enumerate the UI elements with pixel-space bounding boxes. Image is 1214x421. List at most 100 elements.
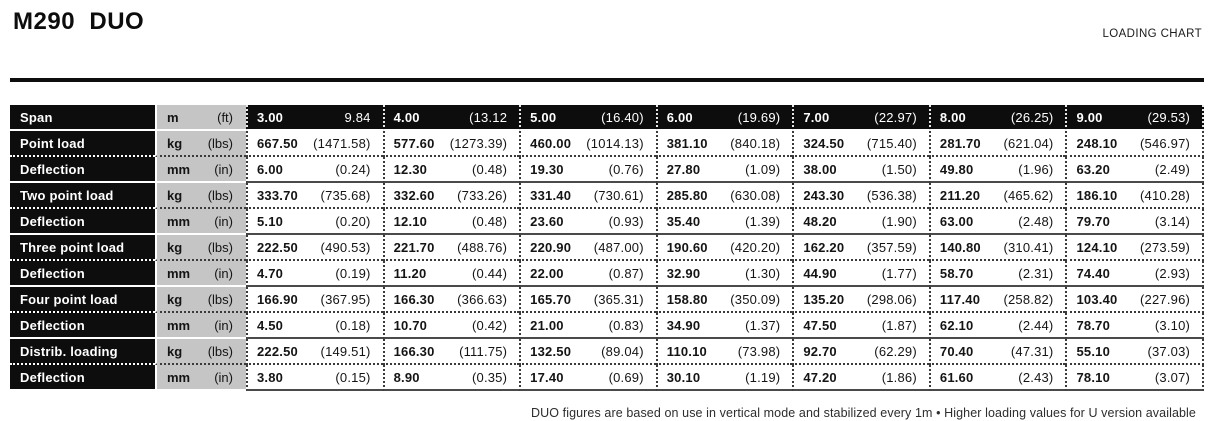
loading-chart-label: LOADING CHART bbox=[1102, 28, 1202, 40]
metric-value: 63.00 bbox=[939, 213, 974, 229]
imperial-value: (37.03) bbox=[1147, 343, 1191, 359]
metric-value: 285.80 bbox=[666, 187, 708, 203]
imperial-value: (1.87) bbox=[881, 317, 917, 333]
value-cell: 78.10 (3.07) bbox=[1065, 365, 1205, 391]
imperial-value: (410.28) bbox=[1140, 187, 1191, 203]
metric-value: 63.20 bbox=[1076, 161, 1111, 177]
row-label: Deflection bbox=[10, 313, 155, 339]
metric-value: 190.60 bbox=[666, 239, 708, 255]
imperial-value: (26.25) bbox=[1010, 109, 1054, 125]
metric-value: 19.30 bbox=[530, 161, 564, 177]
metric-value: 281.70 bbox=[939, 135, 981, 151]
metric-value: 22.00 bbox=[530, 265, 564, 281]
value-cell: 332.60 (733.26) bbox=[382, 183, 520, 209]
units-cell: mm (in) bbox=[155, 209, 246, 235]
metric-value: 4.00 bbox=[393, 109, 420, 125]
header-divider bbox=[10, 78, 1204, 82]
imperial-value: (0.83) bbox=[608, 317, 644, 333]
unit-metric: m bbox=[167, 109, 179, 125]
unit-imperial: (in) bbox=[214, 161, 233, 177]
value-cell: 62.10 (2.44) bbox=[928, 313, 1066, 339]
table-row-deflection: Deflection mm (in) 4.50 (0.18) 10.70 (0.42) 21.… bbox=[10, 313, 1205, 339]
table-row-four-point-load: Four point load kg (lbs) 166.90 (367.95) 166.… bbox=[10, 287, 1205, 313]
table-row-three-point-load: Three point load kg (lbs) 222.50 (490.53) 221… bbox=[10, 235, 1205, 261]
imperial-value: (1.96) bbox=[1018, 161, 1054, 177]
metric-value: 333.70 bbox=[257, 187, 298, 203]
value-cell: 165.70 (365.31) bbox=[519, 287, 656, 313]
metric-value: 21.00 bbox=[530, 317, 564, 333]
value-cell: 117.40 (258.82) bbox=[928, 287, 1066, 313]
value-cell: 21.00 (0.83) bbox=[519, 313, 656, 339]
unit-metric: mm bbox=[167, 213, 191, 229]
value-cell: 5.10 (0.20) bbox=[246, 209, 383, 235]
units-cell: mm (in) bbox=[155, 365, 246, 391]
metric-value: 78.70 bbox=[1076, 317, 1111, 333]
value-cell: 10.70 (0.42) bbox=[382, 313, 520, 339]
imperial-value: (465.62) bbox=[1003, 187, 1054, 203]
value-cell: 61.60 (2.43) bbox=[928, 365, 1066, 391]
row-label: Point load bbox=[10, 131, 155, 157]
imperial-value: (0.24) bbox=[335, 161, 371, 177]
value-cell: 124.10 (273.59) bbox=[1065, 235, 1205, 261]
value-cell: 140.80 (310.41) bbox=[928, 235, 1066, 261]
value-cell: 92.70 (62.29) bbox=[792, 339, 929, 365]
table-row-two-point-load: Two point load kg (lbs) 333.70 (735.68) 332.6… bbox=[10, 183, 1205, 209]
units-cell: m (ft) bbox=[155, 105, 246, 131]
imperial-value: (0.44) bbox=[471, 265, 508, 281]
metric-value: 12.30 bbox=[393, 161, 428, 177]
metric-value: 10.70 bbox=[393, 317, 428, 333]
value-cell: 49.80 (1.96) bbox=[928, 157, 1066, 183]
value-cell: 162.20 (357.59) bbox=[792, 235, 929, 261]
imperial-value: (3.07) bbox=[1154, 369, 1191, 385]
value-cell: 38.00 (1.50) bbox=[792, 157, 929, 183]
metric-value: 34.90 bbox=[666, 317, 701, 333]
page-header: M290 DUO LOADING CHART bbox=[10, 6, 1204, 42]
imperial-value: (3.14) bbox=[1154, 213, 1191, 229]
value-cell: 3.00 9.84 bbox=[246, 105, 383, 131]
metric-value: 135.20 bbox=[803, 291, 845, 307]
unit-imperial: (lbs) bbox=[207, 343, 233, 359]
value-cell: 12.30 (0.48) bbox=[382, 157, 520, 183]
metric-value: 324.50 bbox=[803, 135, 845, 151]
imperial-value: (16.40) bbox=[601, 109, 644, 125]
imperial-value: (0.76) bbox=[608, 161, 644, 177]
metric-value: 47.20 bbox=[803, 369, 837, 385]
imperial-value: (2.44) bbox=[1018, 317, 1054, 333]
units-cell: kg (lbs) bbox=[155, 183, 246, 209]
imperial-value: (488.76) bbox=[457, 239, 508, 255]
value-cell: 32.90 (1.30) bbox=[655, 261, 793, 287]
imperial-value: (0.19) bbox=[335, 265, 371, 281]
metric-value: 27.80 bbox=[666, 161, 701, 177]
metric-value: 4.50 bbox=[257, 317, 284, 333]
value-cell: 158.80 (350.09) bbox=[655, 287, 793, 313]
unit-imperial: (ft) bbox=[217, 109, 233, 125]
metric-value: 117.40 bbox=[939, 291, 981, 307]
metric-value: 6.00 bbox=[666, 109, 693, 125]
value-cell: 44.90 (1.77) bbox=[792, 261, 929, 287]
units-cell: mm (in) bbox=[155, 261, 246, 287]
unit-metric: kg bbox=[167, 291, 183, 307]
value-cell: 4.00 (13.12 bbox=[382, 105, 520, 131]
unit-imperial: (in) bbox=[214, 317, 233, 333]
metric-value: 140.80 bbox=[939, 239, 981, 255]
imperial-value: (0.93) bbox=[608, 213, 644, 229]
metric-value: 47.50 bbox=[803, 317, 837, 333]
value-cell: 186.10 (410.28) bbox=[1065, 183, 1205, 209]
imperial-value: (730.61) bbox=[593, 187, 644, 203]
value-cell: 331.40 (730.61) bbox=[519, 183, 656, 209]
value-cell: 9.00 (29.53) bbox=[1065, 105, 1205, 131]
imperial-value: (227.96) bbox=[1140, 291, 1191, 307]
value-cell: 577.60 (1273.39) bbox=[382, 131, 520, 157]
row-label: Distrib. loading bbox=[10, 339, 155, 365]
value-cell: 166.30 (111.75) bbox=[382, 339, 520, 365]
value-cell: 79.70 (3.14) bbox=[1065, 209, 1205, 235]
metric-value: 186.10 bbox=[1076, 187, 1118, 203]
metric-value: 166.30 bbox=[393, 343, 435, 359]
imperial-value: (1014.13) bbox=[586, 135, 644, 151]
metric-value: 243.30 bbox=[803, 187, 845, 203]
metric-value: 211.20 bbox=[939, 187, 981, 203]
value-cell: 22.00 (0.87) bbox=[519, 261, 656, 287]
metric-value: 92.70 bbox=[803, 343, 837, 359]
value-cell: 381.10 (840.18) bbox=[655, 131, 793, 157]
row-label: Deflection bbox=[10, 157, 155, 183]
